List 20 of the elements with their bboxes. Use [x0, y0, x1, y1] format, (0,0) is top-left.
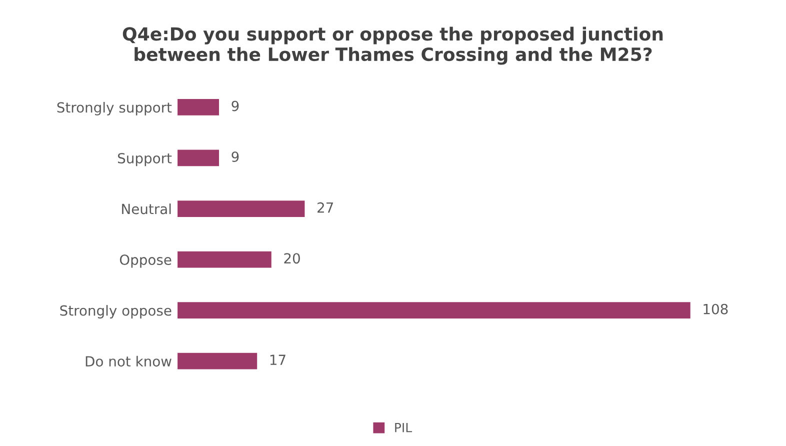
data-label: 9 — [232, 152, 239, 162]
data-label: 17 — [270, 354, 286, 365]
bar — [176, 300, 692, 320]
y-tick-label: Strongly oppose — [60, 305, 172, 318]
bar — [176, 148, 220, 168]
y-tick-label: Oppose — [120, 254, 172, 268]
data-label: 108 — [704, 304, 728, 314]
y-tick-label: Strongly support — [57, 102, 172, 116]
bar — [176, 352, 258, 371]
bar — [176, 250, 273, 270]
y-tick-label: Neutral — [122, 203, 171, 214]
bar — [176, 98, 220, 117]
bar — [176, 199, 306, 218]
chart-title: Q4e:Do you support or oppose the proposed junction between the Lower Thames Crossing and the M25? — [122, 26, 663, 65]
y-tick-label: Do not know — [86, 356, 172, 367]
data-label: 20 — [284, 253, 300, 264]
data-label: 27 — [318, 202, 333, 213]
y-tick-label: Support — [118, 152, 172, 166]
legend-label: PIL — [395, 423, 412, 432]
data-label: 9 — [232, 100, 239, 112]
